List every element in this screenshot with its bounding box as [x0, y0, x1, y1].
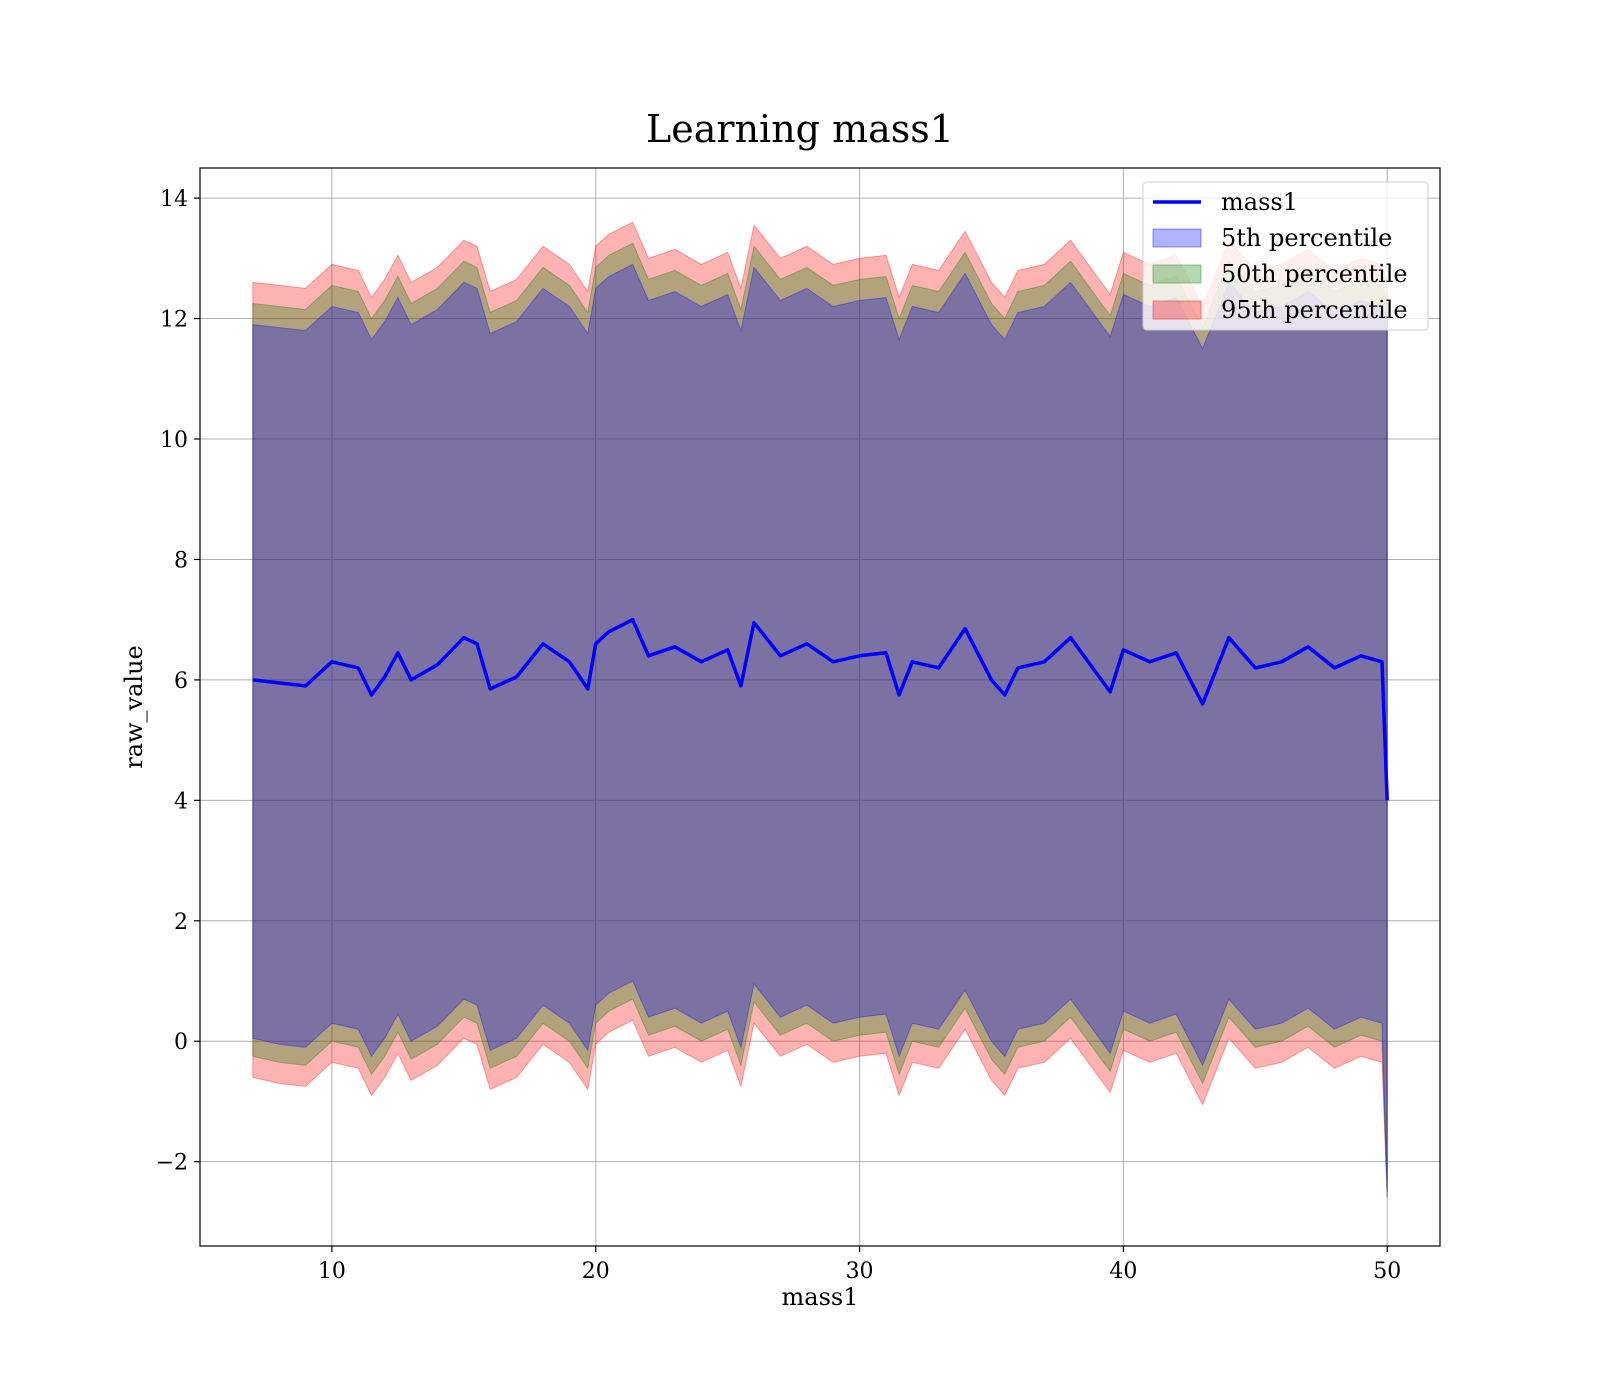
y-tick-label: 6	[174, 669, 188, 694]
mass1-line	[252, 617, 1389, 801]
ticks: 10 20 30 40 50 −2 0 2 4 6 8 10 12 14	[156, 187, 1402, 1284]
y-tick-label: 12	[160, 308, 188, 333]
legend-box	[1142, 181, 1429, 331]
legend-label: 50th percentile	[1221, 260, 1408, 288]
x-tick-label: 20	[582, 1259, 610, 1284]
band-50th-percentile	[252, 242, 1388, 1198]
y-tick-label: −2	[156, 1151, 188, 1176]
y-tick-label: 10	[160, 428, 188, 453]
legend-label: 5th percentile	[1221, 224, 1392, 252]
legend-swatch	[1152, 228, 1202, 248]
plot-frame	[199, 167, 1441, 1247]
legend-label: 95th percentile	[1221, 296, 1408, 324]
y-tick-label: 2	[174, 910, 188, 935]
legend-swatch	[1152, 300, 1202, 320]
band-5th-percentile	[252, 263, 1388, 1192]
x-tick-label: 50	[1373, 1259, 1401, 1284]
legend: mass1 5th percentile 50th percentile 95th p…	[1142, 181, 1429, 331]
x-tick-label: 10	[318, 1259, 346, 1284]
mass1-line-layer	[252, 617, 1389, 801]
y-tick-label: 4	[174, 789, 188, 814]
legend-swatch	[1152, 264, 1202, 284]
chart-title: Learning mass1	[646, 107, 954, 151]
percentile-bands	[252, 221, 1388, 1198]
band-95th-percentile	[252, 221, 1388, 1198]
y-tick-label: 8	[174, 548, 188, 573]
legend-label: mass1	[1221, 188, 1298, 216]
y-tick-label: 0	[174, 1030, 188, 1055]
x-tick-label: 30	[846, 1259, 874, 1284]
y-tick-label: 14	[160, 187, 188, 212]
y-axis-label: raw_value	[120, 645, 148, 769]
x-axis-label: mass1	[782, 1283, 859, 1311]
x-tick-label: 40	[1109, 1259, 1137, 1284]
